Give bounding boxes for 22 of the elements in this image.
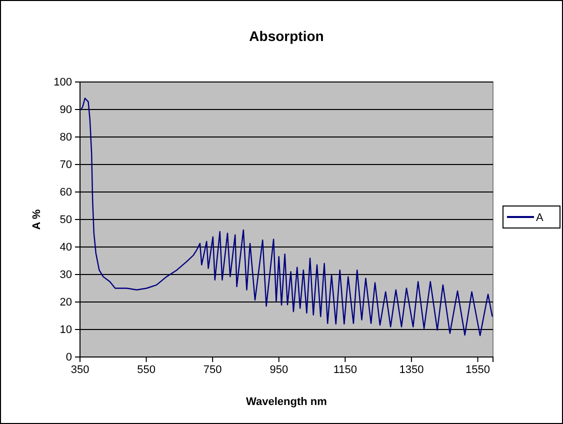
y-tick-label: 40 — [60, 242, 72, 254]
x-tick-label: 350 — [70, 364, 90, 376]
y-tick-label: 10 — [60, 324, 72, 336]
x-tick-label: 1550 — [466, 364, 490, 376]
x-tick-label: 1150 — [333, 364, 357, 376]
y-tick-label: 100 — [54, 76, 72, 89]
y-axis-title: A % — [31, 209, 43, 230]
x-tick-label: 950 — [270, 364, 288, 376]
y-tick-label: 20 — [60, 296, 72, 309]
chart-title: Absorption — [249, 28, 324, 44]
x-axis-title: Wavelength nm — [246, 396, 328, 408]
x-tick-label: 750 — [203, 364, 222, 376]
y-tick-label: 90 — [60, 104, 72, 116]
y-tick-label: 50 — [60, 214, 72, 226]
y-tick-label: 30 — [60, 269, 72, 282]
y-tick-label: 70 — [60, 159, 72, 172]
y-tick-label: 80 — [60, 132, 72, 144]
y-tick-label: 60 — [60, 186, 72, 199]
y-tick-label: 0 — [66, 352, 72, 364]
x-tick-label: 550 — [137, 364, 156, 376]
x-tick-label: 1350 — [399, 364, 424, 376]
legend-label: A — [536, 212, 544, 224]
